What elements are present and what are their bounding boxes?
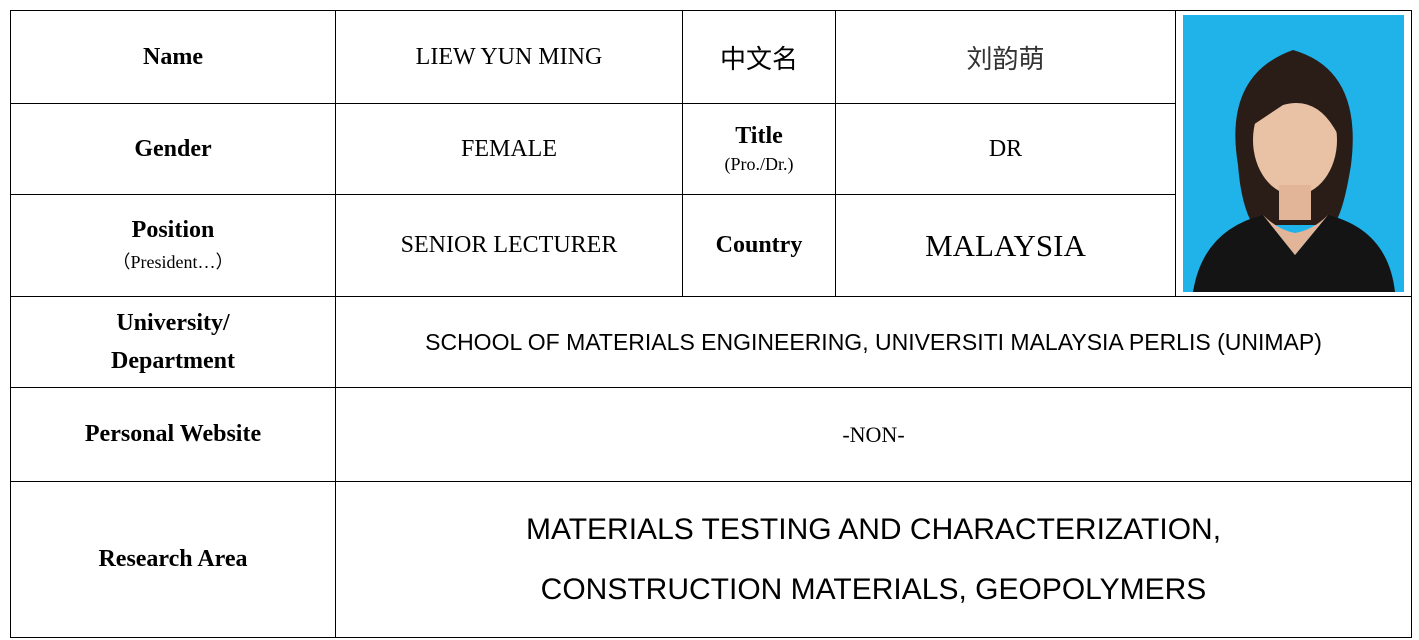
label: Country xyxy=(715,232,803,258)
value: MALAYSIA xyxy=(925,227,1086,263)
cell: University/ Department xyxy=(10,296,336,388)
photo-cell xyxy=(1175,10,1412,297)
label: Gender xyxy=(134,135,212,162)
label: Research Area xyxy=(98,546,248,572)
cell: FEMALE xyxy=(335,103,683,195)
value: LIEW YUN MING xyxy=(415,43,603,70)
label: Personal Website xyxy=(84,421,262,447)
cell: -NON- xyxy=(335,387,1412,482)
cell: SENIOR LECTURER xyxy=(335,194,683,297)
cell: MATERIALS TESTING AND CHARACTERIZATION, … xyxy=(335,481,1412,638)
value: SENIOR LECTURER xyxy=(400,232,618,258)
cell: DR xyxy=(835,103,1176,195)
cell: SCHOOL OF MATERIALS ENGINEERING, UNIVERS… xyxy=(335,296,1412,388)
value: SCHOOL OF MATERIALS ENGINEERING, UNIVERS… xyxy=(425,328,1322,355)
cell: Position （President…） xyxy=(10,194,336,297)
label-note: (Pro./Dr.) xyxy=(724,154,794,174)
label: Name xyxy=(143,43,203,70)
cell: 刘韵萌 xyxy=(835,10,1176,104)
label: Position xyxy=(131,217,215,243)
value-line: CONSTRUCTION MATERIALS, GEOPOLYMERS xyxy=(540,572,1207,606)
value-line: MATERIALS TESTING AND CHARACTERIZATION, xyxy=(525,512,1222,546)
value: -NON- xyxy=(842,421,905,447)
cell: Personal Website xyxy=(10,387,336,482)
cell: Country xyxy=(682,194,836,297)
value: DR xyxy=(988,135,1023,162)
cell: Name xyxy=(10,10,336,104)
label-note: （President…） xyxy=(112,252,234,272)
cell: MALAYSIA xyxy=(835,194,1176,297)
value: 刘韵萌 xyxy=(966,44,1045,75)
value: FEMALE xyxy=(461,135,557,162)
photo xyxy=(1183,15,1404,292)
cell: Gender xyxy=(10,103,336,195)
label: Title xyxy=(735,123,783,149)
cell: 中文名 xyxy=(682,10,836,104)
cell: Title (Pro./Dr.) xyxy=(682,103,836,195)
label: 中文名 xyxy=(719,44,798,75)
label: University/ Department xyxy=(111,310,235,374)
cell: LIEW YUN MING xyxy=(335,10,683,104)
cell: Research Area xyxy=(10,481,336,638)
